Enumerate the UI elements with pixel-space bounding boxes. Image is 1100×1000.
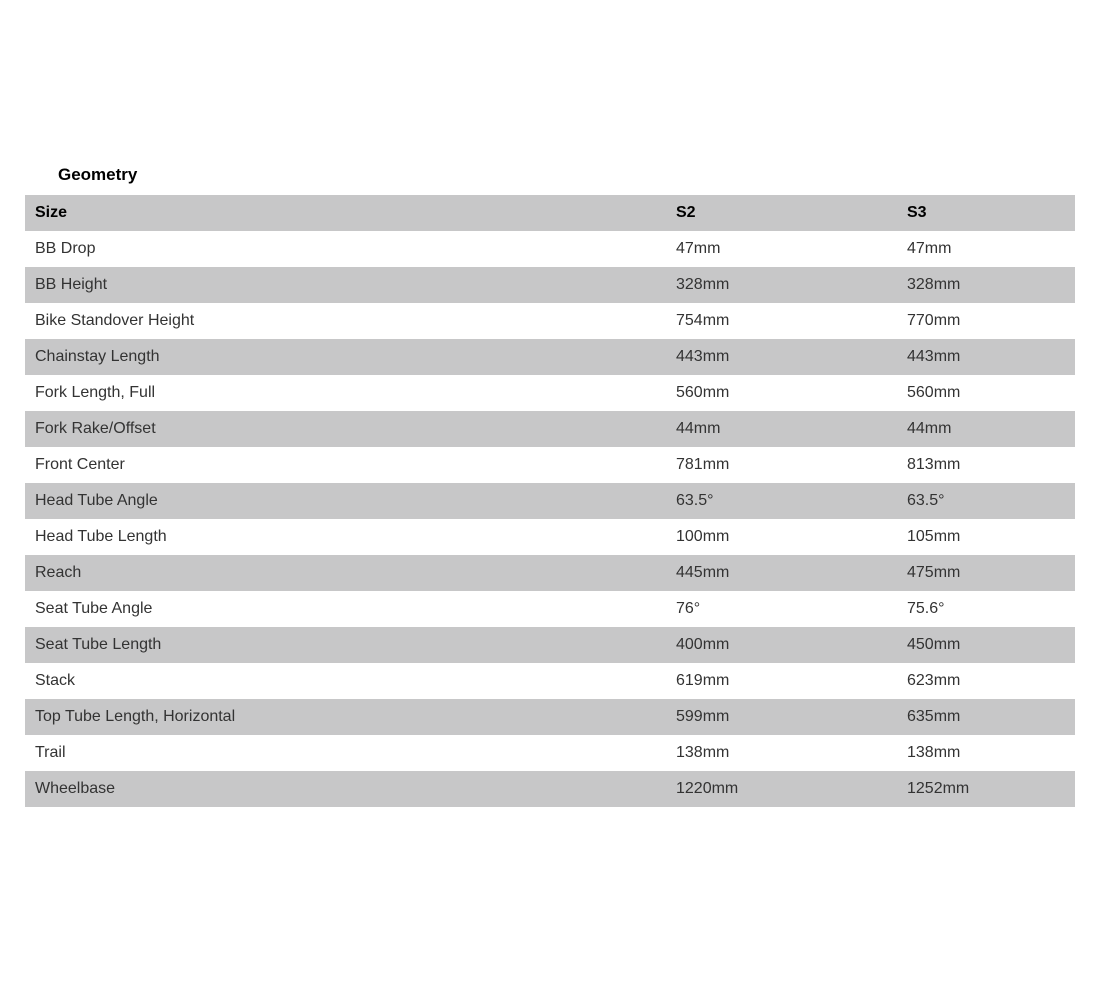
row-s2: 1220mm (676, 771, 907, 807)
row-s3: 623mm (907, 663, 1075, 699)
table-row: BB Drop 47mm 47mm (25, 231, 1075, 267)
row-label: Fork Length, Full (25, 375, 676, 411)
geometry-container: Geometry Size S2 S3 BB Drop 47mm 47mm BB… (0, 0, 1100, 807)
row-s2: 44mm (676, 411, 907, 447)
row-s2: 400mm (676, 627, 907, 663)
header-size: Size (25, 195, 676, 231)
row-s3: 105mm (907, 519, 1075, 555)
row-s2: 76° (676, 591, 907, 627)
row-label: Seat Tube Angle (25, 591, 676, 627)
table-row: Stack 619mm 623mm (25, 663, 1075, 699)
row-label: Seat Tube Length (25, 627, 676, 663)
table-row: Chainstay Length 443mm 443mm (25, 339, 1075, 375)
row-s3: 47mm (907, 231, 1075, 267)
row-label: Wheelbase (25, 771, 676, 807)
row-s3: 44mm (907, 411, 1075, 447)
row-s2: 560mm (676, 375, 907, 411)
table-row: Bike Standover Height 754mm 770mm (25, 303, 1075, 339)
row-label: Trail (25, 735, 676, 771)
table-row: Head Tube Angle 63.5° 63.5° (25, 483, 1075, 519)
row-s3: 560mm (907, 375, 1075, 411)
row-label: Reach (25, 555, 676, 591)
header-s3: S3 (907, 195, 1075, 231)
row-s3: 475mm (907, 555, 1075, 591)
table-row: Front Center 781mm 813mm (25, 447, 1075, 483)
row-s2: 63.5° (676, 483, 907, 519)
row-label: Front Center (25, 447, 676, 483)
row-s3: 635mm (907, 699, 1075, 735)
page-title: Geometry (58, 165, 1075, 185)
table-row: Reach 445mm 475mm (25, 555, 1075, 591)
row-s2: 599mm (676, 699, 907, 735)
geometry-table: Size S2 S3 BB Drop 47mm 47mm BB Height 3… (25, 195, 1075, 807)
row-s3: 328mm (907, 267, 1075, 303)
row-s3: 63.5° (907, 483, 1075, 519)
table-row: Head Tube Length 100mm 105mm (25, 519, 1075, 555)
row-s3: 138mm (907, 735, 1075, 771)
row-label: Top Tube Length, Horizontal (25, 699, 676, 735)
table-row: BB Height 328mm 328mm (25, 267, 1075, 303)
row-label: Fork Rake/Offset (25, 411, 676, 447)
row-s3: 450mm (907, 627, 1075, 663)
table-row: Seat Tube Length 400mm 450mm (25, 627, 1075, 663)
row-label: BB Height (25, 267, 676, 303)
row-s3: 1252mm (907, 771, 1075, 807)
row-s3: 443mm (907, 339, 1075, 375)
row-label: Chainstay Length (25, 339, 676, 375)
row-s3: 770mm (907, 303, 1075, 339)
row-s2: 100mm (676, 519, 907, 555)
table-header-row: Size S2 S3 (25, 195, 1075, 231)
table-row: Top Tube Length, Horizontal 599mm 635mm (25, 699, 1075, 735)
table-row: Wheelbase 1220mm 1252mm (25, 771, 1075, 807)
row-s2: 47mm (676, 231, 907, 267)
row-s2: 754mm (676, 303, 907, 339)
row-s2: 445mm (676, 555, 907, 591)
row-label: Bike Standover Height (25, 303, 676, 339)
row-s2: 443mm (676, 339, 907, 375)
row-s2: 138mm (676, 735, 907, 771)
row-label: Head Tube Length (25, 519, 676, 555)
row-label: BB Drop (25, 231, 676, 267)
row-s3: 75.6° (907, 591, 1075, 627)
header-s2: S2 (676, 195, 907, 231)
row-s3: 813mm (907, 447, 1075, 483)
row-s2: 328mm (676, 267, 907, 303)
row-label: Stack (25, 663, 676, 699)
row-s2: 781mm (676, 447, 907, 483)
table-row: Seat Tube Angle 76° 75.6° (25, 591, 1075, 627)
row-label: Head Tube Angle (25, 483, 676, 519)
table-row: Fork Rake/Offset 44mm 44mm (25, 411, 1075, 447)
table-row: Trail 138mm 138mm (25, 735, 1075, 771)
table-row: Fork Length, Full 560mm 560mm (25, 375, 1075, 411)
row-s2: 619mm (676, 663, 907, 699)
